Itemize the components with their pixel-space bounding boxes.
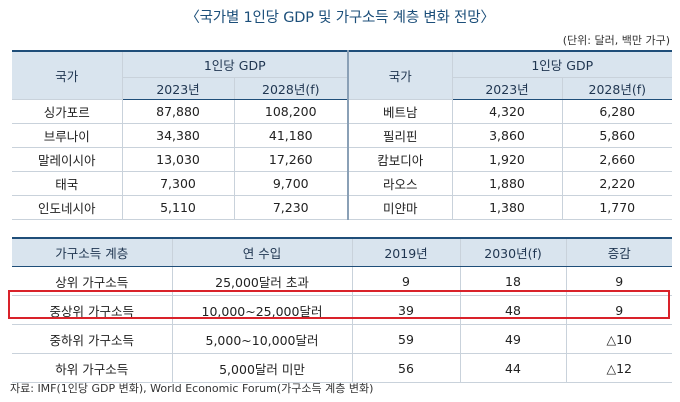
country-name: 태국: [12, 171, 123, 196]
gdp-year-header: 2028년(f): [233, 77, 348, 100]
country-name: 필리핀: [347, 123, 453, 148]
table-row: 상위 가구소득 25,000달러 초과 9 18 9: [12, 266, 672, 296]
gdp-value: 4,320: [452, 99, 562, 124]
gdp-group-header: 1인당 GDP: [122, 51, 348, 78]
income-tier: 중상위 가구소득: [12, 295, 172, 325]
households-2019: 9: [351, 266, 460, 296]
gdp-year-header: 2028년(f): [561, 77, 672, 100]
table-row: 브루나이 34,380 41,180 필리핀 3,860 5,860: [12, 123, 672, 148]
gdp-value: 1,770: [561, 195, 672, 220]
gdp-value: 34,380: [122, 123, 234, 148]
income-table: 가구소득 계층 연 수입 2019년 2030년(f) 증감 상위 가구소득 2…: [12, 237, 672, 383]
table-row: 말레이시아 13,030 17,260 캄보디아 1,920 2,660: [12, 147, 672, 172]
country-name: 싱가포르: [12, 99, 123, 124]
gdp-country-header-right: 국가: [347, 51, 453, 100]
gdp-value: 17,260: [233, 147, 348, 172]
income-tier: 중하위 가구소득: [12, 324, 172, 354]
households-2030: 18: [459, 266, 566, 296]
households-2030: 49: [459, 324, 566, 354]
source-note: 자료: IMF(1인당 GDP 변화), World Economic Foru…: [10, 382, 374, 395]
households-2030: 44: [459, 353, 566, 383]
gdp-value: 5,110: [122, 195, 234, 220]
annual-income: 25,000달러 초과: [171, 266, 352, 296]
annual-income: 10,000~25,000달러: [171, 295, 352, 325]
table-row-highlighted: 중상위 가구소득 10,000~25,000달러 39 48 9: [12, 295, 672, 325]
households-2019: 39: [351, 295, 460, 325]
country-name: 베트남: [347, 99, 453, 124]
country-name: 라오스: [347, 171, 453, 196]
households-change: △12: [565, 353, 672, 383]
table-row: 중하위 가구소득 5,000~10,000달러 59 49 △10: [12, 324, 672, 354]
annual-income: 5,000달러 미만: [171, 353, 352, 383]
households-change: 9: [565, 266, 672, 296]
country-name: 캄보디아: [347, 147, 453, 172]
country-name: 말레이시아: [12, 147, 123, 172]
country-name: 미얀마: [347, 195, 453, 220]
households-change: △10: [565, 324, 672, 354]
income-tier: 하위 가구소득: [12, 353, 172, 383]
annual-income: 5,000~10,000달러: [171, 324, 352, 354]
gdp-value: 13,030: [122, 147, 234, 172]
gdp-table: 국가 1인당 GDP 국가 1인당 GDP 2023년 2028년(f) 202…: [12, 50, 672, 220]
gdp-value: 108,200: [233, 99, 348, 124]
income-tier: 상위 가구소득: [12, 266, 172, 296]
gdp-value: 3,860: [452, 123, 562, 148]
gdp-value: 2,220: [561, 171, 672, 196]
gdp-value: 7,300: [122, 171, 234, 196]
gdp-value: 5,860: [561, 123, 672, 148]
income-header-income: 연 수입: [171, 238, 352, 267]
households-2019: 56: [351, 353, 460, 383]
gdp-value: 41,180: [233, 123, 348, 148]
country-name: 브루나이: [12, 123, 123, 148]
country-name: 인도네시아: [12, 195, 123, 220]
table-row: 하위 가구소득 5,000달러 미만 56 44 △12: [12, 353, 672, 383]
income-header-2030: 2030년(f): [459, 238, 566, 267]
page-title: 〈국가별 1인당 GDP 및 가구소득 계층 변화 전망〉: [185, 10, 495, 26]
gdp-value: 6,280: [561, 99, 672, 124]
gdp-group-header-right: 1인당 GDP: [452, 51, 672, 78]
households-2019: 59: [351, 324, 460, 354]
households-2030: 48: [459, 295, 566, 325]
income-header-change: 증감: [565, 238, 672, 267]
gdp-value: 9,700: [233, 171, 348, 196]
gdp-value: 7,230: [233, 195, 348, 220]
gdp-value: 87,880: [122, 99, 234, 124]
table-row: 싱가포르 87,880 108,200 베트남 4,320 6,280: [12, 99, 672, 124]
gdp-country-header: 국가: [12, 51, 123, 100]
gdp-year-header: 2023년: [452, 77, 562, 100]
income-header-tier: 가구소득 계층: [12, 238, 172, 267]
table-row: 태국 7,300 9,700 라오스 1,880 2,220: [12, 171, 672, 196]
gdp-value: 1,920: [452, 147, 562, 172]
gdp-value: 1,380: [452, 195, 562, 220]
gdp-value: 1,880: [452, 171, 562, 196]
gdp-year-header: 2023년: [122, 77, 234, 100]
income-header-2019: 2019년: [351, 238, 460, 267]
households-change: 9: [565, 295, 672, 325]
unit-note: (단위: 달러, 백만 가구): [562, 34, 670, 47]
gdp-value: 2,660: [561, 147, 672, 172]
table-row: 인도네시아 5,110 7,230 미얀마 1,380 1,770: [12, 195, 672, 220]
